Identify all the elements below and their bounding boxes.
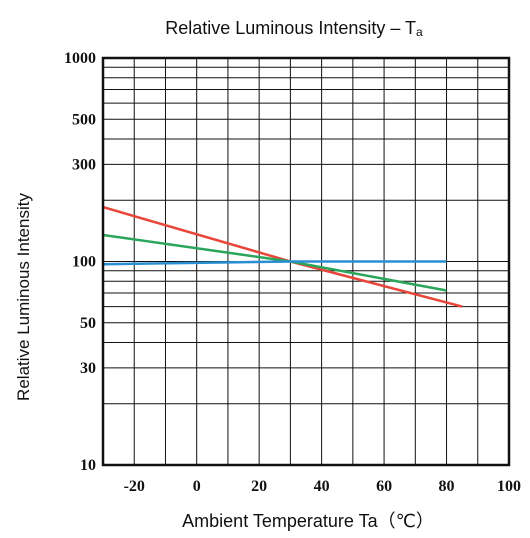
y-tick-label: 50 (80, 315, 96, 332)
x-tick-label: 60 (376, 478, 392, 495)
tick-layer: -20 0 20 40 60 80 100 10 30 50 100 300 500 1000 (64, 50, 521, 495)
y-tick-label: 100 (72, 254, 96, 271)
x-tick-label: 80 (439, 478, 455, 495)
plot-frame (101, 56, 511, 467)
chart-title: Relative Luminous Intensity – Ta (165, 18, 423, 39)
chart-title-main: Relative Luminous Intensity – T (165, 18, 416, 38)
y-axis-label: Relative Luminous Intensity (14, 193, 33, 401)
x-axis-label: Ambient Temperature Ta（℃） (182, 511, 434, 531)
x-tick-label: 0 (193, 478, 201, 495)
x-tick-label: -20 (124, 478, 145, 495)
y-tick-label: 300 (72, 156, 96, 173)
y-tick-label: 10 (80, 457, 96, 474)
x-tick-label: 40 (314, 478, 330, 495)
grid-layer (103, 58, 509, 465)
series-line-1 (102, 205, 463, 308)
y-tick-label: 1000 (64, 50, 96, 67)
x-tick-label: 100 (497, 478, 521, 495)
x-tick-label: 20 (251, 478, 267, 495)
y-tick-label: 500 (72, 111, 96, 128)
chart-title-subscript: a (416, 25, 423, 39)
y-tick-label: 30 (80, 360, 96, 377)
series-layer (102, 205, 463, 308)
series-line-3 (102, 260, 447, 266)
